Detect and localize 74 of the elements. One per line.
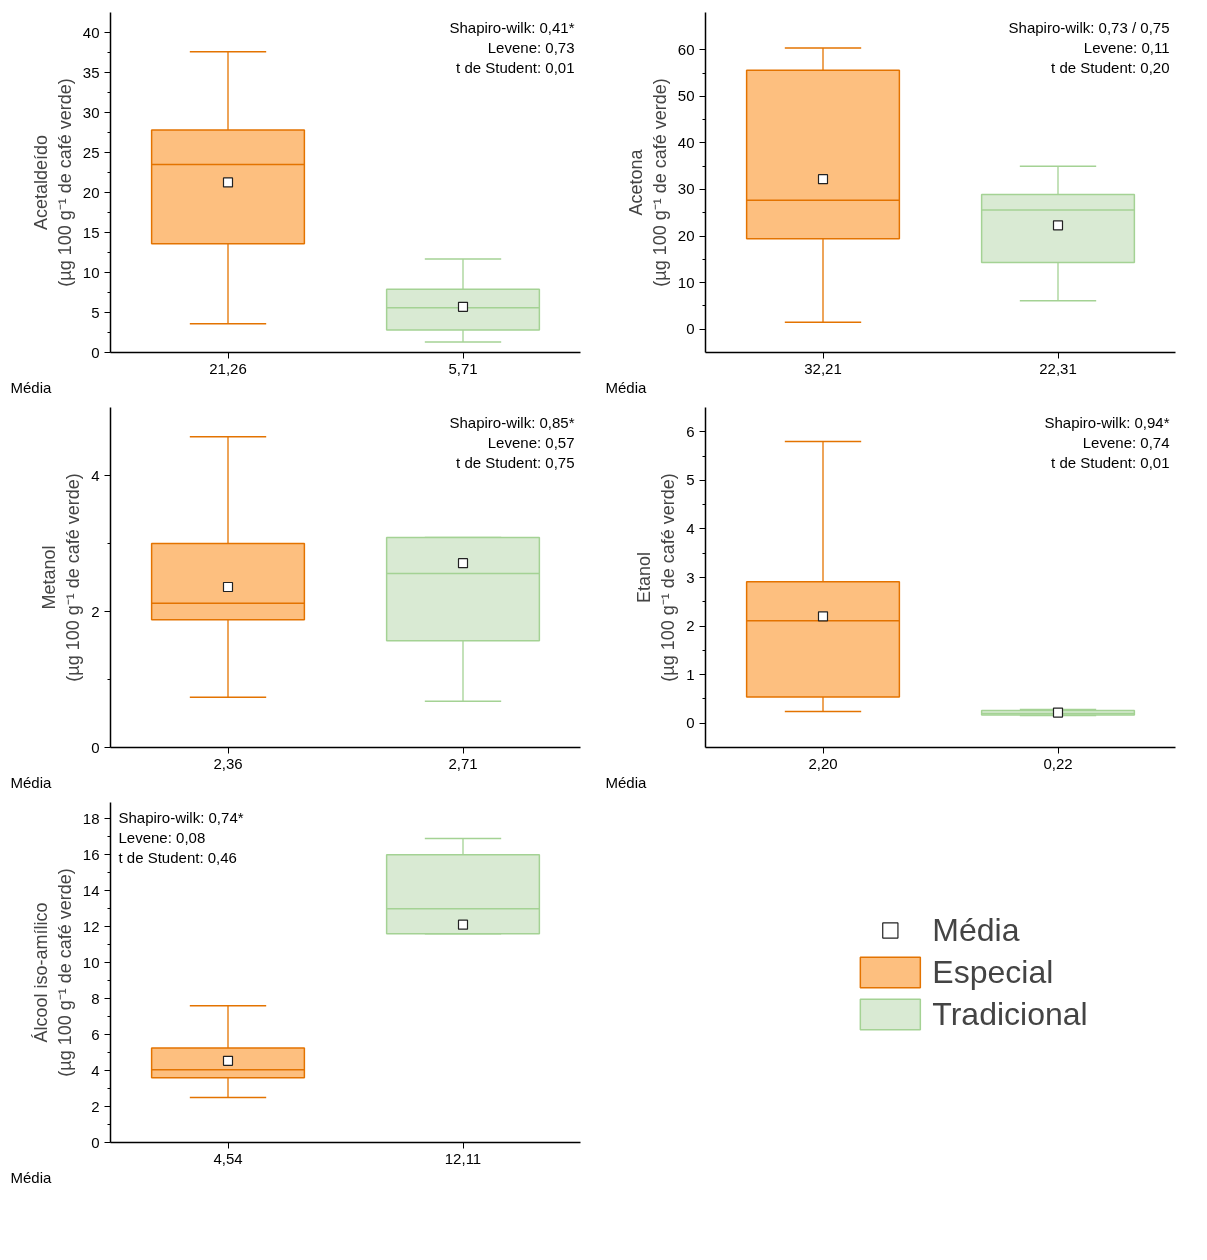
y-tick-label: 4 bbox=[91, 466, 100, 484]
text: Média bbox=[10, 1168, 53, 1186]
legend-label: Média bbox=[932, 911, 1020, 949]
y-tick-label: 8 bbox=[91, 989, 100, 1007]
y-tick-label: 5 bbox=[686, 471, 695, 489]
x-tick-label: 22,31 bbox=[1039, 359, 1077, 377]
y-tick-label: 20 bbox=[82, 183, 100, 201]
y-tick-label: 35 bbox=[82, 63, 100, 81]
y-tick-label: 60 bbox=[677, 40, 695, 58]
x-tick-label: 5,71 bbox=[448, 359, 478, 377]
annotation: Levene: 0,57 bbox=[487, 433, 575, 451]
y-tick-label: 30 bbox=[677, 180, 695, 198]
annotation: Shapiro-wilk: 0,85* bbox=[449, 413, 575, 431]
y-tick-label: 2 bbox=[686, 617, 695, 635]
annotation: Shapiro-wilk: 0,41* bbox=[449, 18, 575, 36]
annotation: t de Student: 0,01 bbox=[456, 58, 575, 76]
x-tick-label: 12,11 bbox=[444, 1149, 482, 1167]
legend-label: Especial bbox=[932, 953, 1054, 991]
x-tick-label: 2,20 bbox=[808, 754, 838, 772]
y-tick-label: 15 bbox=[82, 223, 100, 241]
x-tick-label: 21,26 bbox=[209, 359, 247, 377]
annotation: Levene: 0,73 bbox=[487, 38, 575, 56]
annotation: t de Student: 0,75 bbox=[456, 453, 575, 471]
y-tick-label: 3 bbox=[686, 568, 695, 586]
y-tick-label: 16 bbox=[82, 845, 100, 863]
y-tick-label: 0 bbox=[91, 343, 100, 361]
y-tick-label: 6 bbox=[686, 422, 695, 440]
y-axis-title: Acetona (µg 100 g⁻¹ de café verde) bbox=[625, 78, 670, 287]
x-tick-label: 4,54 bbox=[213, 1149, 243, 1167]
text: Média bbox=[605, 773, 648, 791]
y-tick-label: 20 bbox=[677, 227, 695, 245]
text: Média bbox=[10, 378, 53, 396]
legend-label: Tradicional bbox=[932, 995, 1088, 1033]
y-tick-label: 40 bbox=[677, 133, 695, 151]
y-tick-label: 40 bbox=[82, 23, 100, 41]
x-tick-label: 0,22 bbox=[1043, 754, 1073, 772]
y-tick-label: 10 bbox=[677, 273, 695, 291]
y-tick-label: 50 bbox=[677, 87, 695, 105]
x-tick-label: 2,36 bbox=[213, 754, 243, 772]
y-tick-label: 0 bbox=[91, 1133, 100, 1151]
x-tick-label: 2,71 bbox=[448, 754, 478, 772]
annotation: t de Student: 0,20 bbox=[1051, 58, 1170, 76]
y-tick-label: 14 bbox=[82, 881, 100, 899]
annotation: Shapiro-wilk: 0,94* bbox=[1044, 413, 1170, 431]
annotation: Levene: 0,74 bbox=[1082, 433, 1170, 451]
y-tick-label: 5 bbox=[91, 303, 100, 321]
y-tick-label: 6 bbox=[91, 1025, 100, 1043]
x-tick-label: 32,21 bbox=[804, 359, 842, 377]
y-tick-label: 1 bbox=[686, 665, 695, 683]
y-axis-title: Etanol (µg 100 g⁻¹ de café verde) bbox=[634, 473, 679, 682]
annotation: Shapiro-wilk: 0,74* bbox=[118, 808, 244, 826]
y-tick-label: 30 bbox=[82, 103, 100, 121]
y-tick-label: 25 bbox=[82, 143, 100, 161]
y-tick-label: 2 bbox=[91, 602, 100, 620]
y-tick-label: 0 bbox=[686, 714, 695, 732]
y-tick-label: 10 bbox=[82, 263, 100, 281]
y-tick-label: 0 bbox=[686, 320, 695, 338]
annotation: t de Student: 0,46 bbox=[118, 848, 237, 866]
text: Média bbox=[10, 773, 53, 791]
y-tick-label: 10 bbox=[82, 953, 100, 971]
annotation: Levene: 0,08 bbox=[118, 828, 206, 846]
y-axis-title: Acetaldeído (µg 100 g⁻¹ de café verde) bbox=[30, 78, 75, 287]
annotation: Levene: 0,11 bbox=[1083, 38, 1170, 56]
y-tick-label: 18 bbox=[82, 809, 100, 827]
text: Média bbox=[605, 378, 648, 396]
y-axis-title: Metanol (µg 100 g⁻¹ de café verde) bbox=[39, 473, 84, 682]
y-tick-label: 0 bbox=[91, 738, 100, 756]
y-tick-label: 4 bbox=[686, 519, 695, 537]
y-tick-label: 2 bbox=[91, 1097, 100, 1115]
annotation: t de Student: 0,01 bbox=[1051, 453, 1170, 471]
y-tick-label: 4 bbox=[91, 1061, 100, 1079]
y-axis-title: Álcool iso-amílico (µg 100 g⁻¹ de café verde) bbox=[30, 868, 75, 1077]
y-tick-label: 12 bbox=[82, 917, 100, 935]
annotation: Shapiro-wilk: 0,73 / 0,75 bbox=[1008, 18, 1170, 36]
